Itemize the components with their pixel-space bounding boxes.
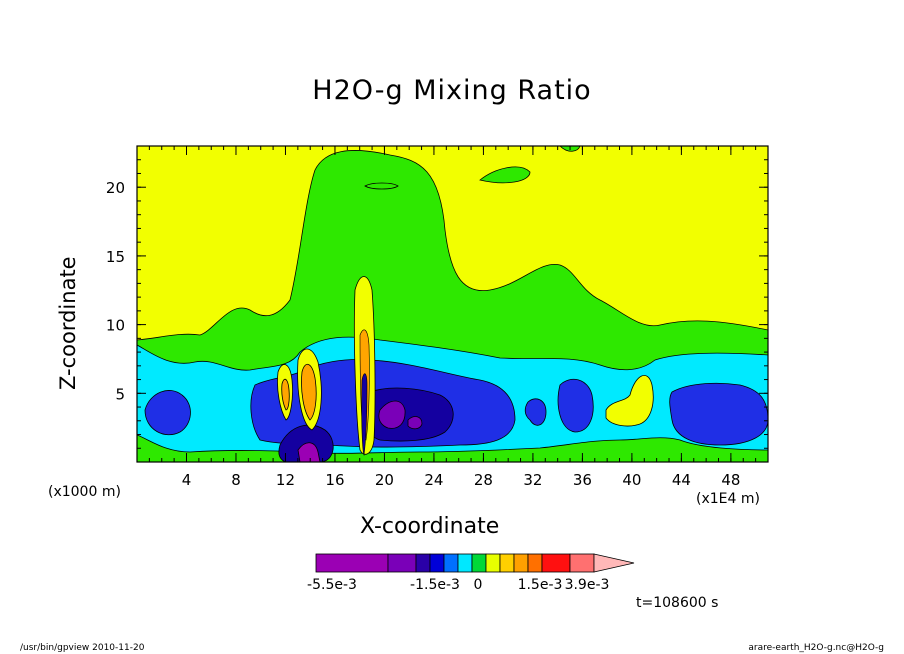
colorbar-swatch bbox=[429, 553, 445, 573]
colorbar-label: 0 bbox=[474, 577, 483, 593]
x-unit-label: (x1000 m) bbox=[48, 484, 121, 500]
colorbar-swatch bbox=[315, 553, 389, 573]
contour-field bbox=[137, 146, 768, 462]
colorbar-swatch bbox=[387, 553, 417, 573]
region-green-top bbox=[479, 166, 531, 184]
x-tick-label: 8 bbox=[231, 471, 241, 489]
y-tick-label: 10 bbox=[106, 317, 125, 335]
colorbar-swatch bbox=[541, 553, 571, 573]
x-tick-label: 24 bbox=[424, 471, 443, 489]
colorbar-swatch bbox=[415, 553, 431, 573]
footer-left: /usr/bin/gpview 2010-11-20 bbox=[20, 643, 145, 653]
colorbar-swatch bbox=[569, 553, 595, 573]
colorbar-label: 1.5e-3 bbox=[518, 577, 563, 593]
colorbar-label: -1.5e-3 bbox=[410, 577, 460, 593]
region-orange-plume-left bbox=[281, 378, 290, 411]
colorbar-arrow bbox=[593, 553, 635, 573]
region-green-island bbox=[364, 182, 399, 190]
colorbar-swatch bbox=[527, 553, 543, 573]
region-column-dark bbox=[361, 373, 368, 457]
chart-title: H2O-g Mixing Ratio bbox=[312, 75, 592, 106]
colorbar-swatch bbox=[457, 553, 473, 573]
x-tick-label: 36 bbox=[573, 471, 592, 489]
region-blue-right bbox=[669, 382, 768, 446]
region-purple-low bbox=[297, 442, 321, 462]
footer-right: arare-earth_H2O-g.nc@H2O-g bbox=[748, 643, 884, 653]
x-tick-label: 32 bbox=[523, 471, 542, 489]
colorbar: -5.5e-3 -1.5e-3 0 1.5e-3 3.9e-3 bbox=[307, 553, 635, 593]
y-tick-label: 5 bbox=[115, 385, 125, 403]
plot-frame bbox=[136, 145, 769, 463]
colorbar-swatch bbox=[513, 553, 529, 573]
region-yellow-patch bbox=[605, 375, 654, 427]
x-axis-label: X-coordinate bbox=[360, 514, 500, 539]
x-tick-label: 44 bbox=[672, 471, 691, 489]
x-tick-label: 20 bbox=[375, 471, 394, 489]
x-tick-label: 40 bbox=[622, 471, 641, 489]
region-blue-left bbox=[144, 390, 191, 436]
region-purple-small bbox=[407, 416, 423, 430]
colorbar-label: -5.5e-3 bbox=[307, 577, 357, 593]
region-navy bbox=[364, 387, 454, 442]
x-tick-label: 12 bbox=[276, 471, 295, 489]
x-tick-label: 48 bbox=[721, 471, 740, 489]
x-tick-label: 16 bbox=[325, 471, 344, 489]
region-purple bbox=[378, 400, 406, 429]
colorbar-swatch bbox=[471, 553, 487, 573]
colorbar-swatch bbox=[443, 553, 459, 573]
y-tick-label: 15 bbox=[106, 248, 125, 266]
region-blue-mid2 bbox=[524, 398, 547, 426]
x-unit-label-secondary: (x1E4 m) bbox=[696, 491, 760, 507]
colorbar-label: 3.9e-3 bbox=[565, 577, 610, 593]
x-tick-label: 4 bbox=[182, 471, 192, 489]
time-label: t=108600 s bbox=[636, 595, 719, 611]
y-tick-label: 20 bbox=[106, 179, 125, 197]
x-tick-label: 28 bbox=[474, 471, 493, 489]
colorbar-swatch bbox=[499, 553, 515, 573]
region-blue-mid bbox=[557, 378, 594, 433]
region-orange-plume bbox=[301, 364, 317, 421]
colorbar-swatch bbox=[485, 553, 501, 573]
